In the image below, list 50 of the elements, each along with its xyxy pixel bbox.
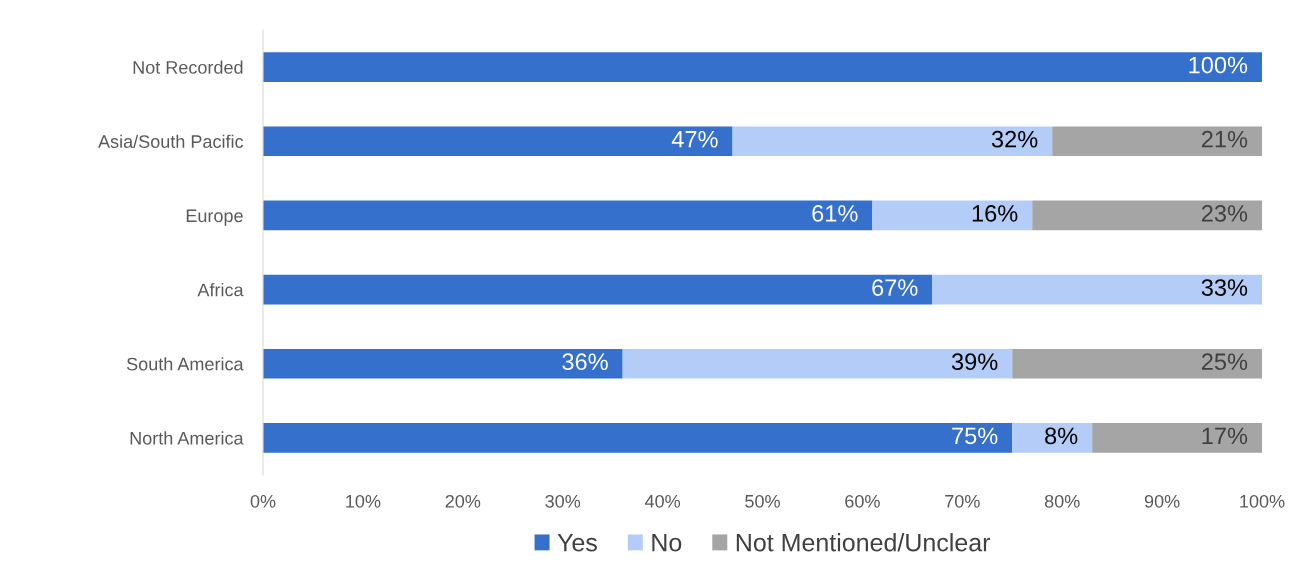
bar [263, 423, 1013, 453]
x-tick-label: 10% [346, 494, 381, 508]
y-tick-label: Europe [186, 209, 243, 226]
x-tick-label: 70% [945, 494, 980, 508]
data-label: 67% [872, 279, 918, 296]
data-label: 39% [951, 353, 998, 371]
x-tick-label: 30% [545, 494, 581, 508]
bar [732, 126, 1053, 157]
data-label: 21% [1201, 130, 1248, 148]
bar [1052, 126, 1262, 157]
data-label: 8% [1045, 427, 1078, 445]
data-label: 36% [562, 353, 608, 371]
legend-label: No [652, 534, 682, 552]
legend-label: Yes [557, 534, 597, 552]
bar [1032, 200, 1262, 231]
x-tick-label: 60% [845, 494, 880, 508]
data-label: 47% [671, 130, 718, 148]
bar [932, 274, 1262, 305]
data-label: 61% [812, 205, 858, 222]
x-tick-label: 80% [1044, 494, 1080, 508]
y-tick-label: Asia/South Pacific [98, 134, 244, 148]
bar [1092, 423, 1262, 453]
x-tick-label: 20% [445, 494, 481, 508]
data-label: 16% [972, 205, 1018, 222]
data-label: 25% [1201, 353, 1248, 371]
x-tick-label: 0% [250, 494, 276, 508]
bar [263, 52, 1262, 82]
data-label: 33% [1201, 279, 1248, 296]
x-tick-label: 100% [1240, 494, 1285, 508]
data-label: 100% [1189, 56, 1248, 74]
data-label: 32% [991, 130, 1038, 148]
bar [1012, 348, 1262, 379]
bar [872, 200, 1033, 231]
data-label: 17% [1202, 427, 1248, 445]
bar [263, 274, 933, 305]
bar [1012, 423, 1093, 453]
bar [263, 200, 873, 231]
data-label: 75% [952, 427, 998, 445]
y-tick-label: South America [126, 357, 244, 371]
bar [263, 126, 733, 157]
y-tick-label: North America [130, 431, 244, 445]
y-tick-label: Africa [197, 283, 244, 297]
bar [263, 348, 623, 379]
bar [622, 348, 1013, 379]
legend-label: Not Mentioned/Unclear [736, 533, 991, 552]
y-tick-label: Not Recorded [133, 60, 243, 74]
x-tick-label: 50% [745, 494, 780, 508]
data-label: 23% [1201, 205, 1248, 222]
x-tick-label: 40% [644, 494, 681, 508]
x-tick-label: 90% [1144, 494, 1180, 508]
